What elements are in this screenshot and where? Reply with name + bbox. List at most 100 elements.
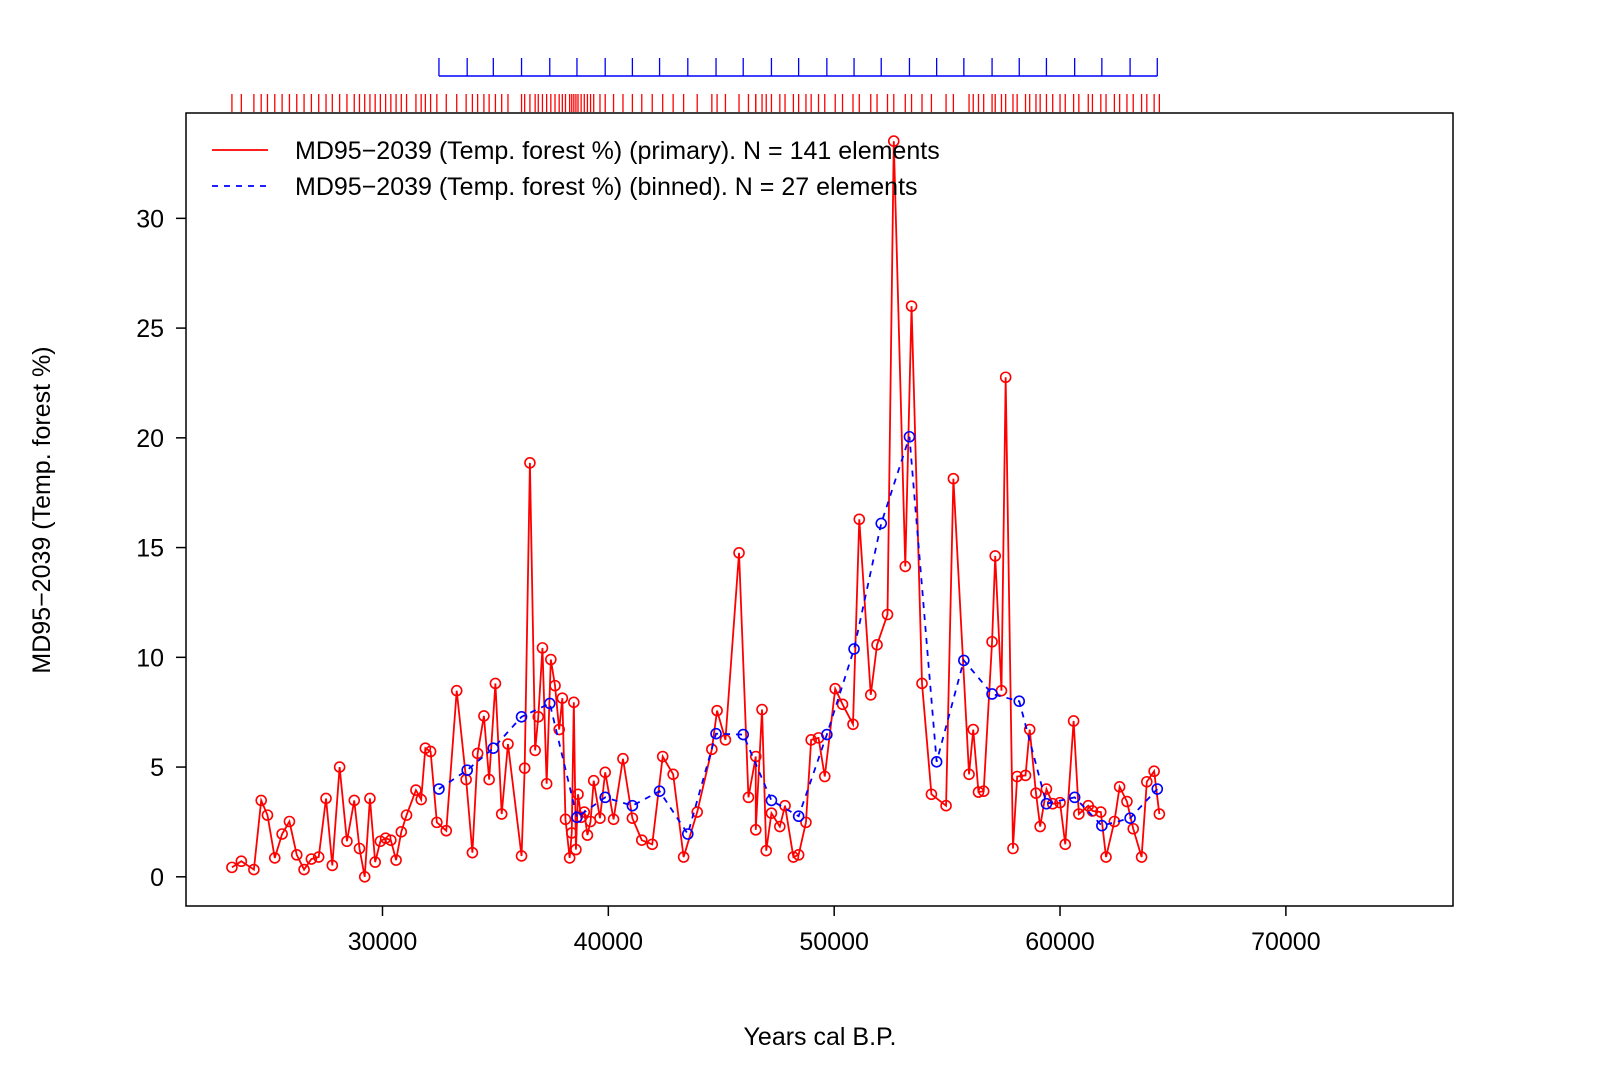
data-point [821,728,833,741]
data-point [737,728,750,741]
y-tick-label: 20 [136,425,164,453]
data-point [1030,787,1042,799]
data-point [875,517,888,530]
data-point [986,688,998,700]
data-point [487,742,500,754]
data-point [1054,796,1066,809]
data-point [390,854,402,866]
data-point [905,300,918,312]
data-point [400,809,413,821]
data-point [461,764,473,776]
data-point [1007,842,1019,855]
data-point [333,761,346,773]
data-point [818,770,831,783]
data-point [571,811,583,824]
data-point [656,750,669,763]
data-point [1135,851,1148,863]
data-point [999,371,1012,384]
data-point [749,750,762,763]
data-point [930,755,943,768]
data-point [495,808,508,820]
data-point [369,856,381,868]
data-point [341,835,353,848]
data-point [478,710,490,722]
data-point [248,863,260,876]
data-point [553,723,565,736]
data-point [312,851,325,863]
data-point [283,815,296,828]
data-point [829,682,842,695]
x-axis-label: Years cal B.P. [744,1023,897,1051]
y-tick-label: 10 [136,644,164,672]
data-point [559,813,572,826]
data-point [298,863,310,876]
data-point [261,809,274,821]
plot-frame [185,112,1454,907]
data-point [594,812,606,825]
data-point [710,727,722,740]
data-point [626,799,639,812]
data-point [940,799,952,812]
data-point [653,785,666,798]
data-point [305,853,318,865]
data-point [1100,851,1112,863]
data-point [986,635,998,648]
data-point [765,807,778,819]
x-tick-label: 60000 [1025,928,1095,956]
data-point [749,824,762,836]
data-point [440,824,453,837]
data-point [1096,819,1108,832]
data-point [848,643,860,655]
data-point [536,642,549,654]
data-point [358,871,371,883]
data-point [677,851,690,863]
data-point [515,850,528,862]
data-point [556,692,569,704]
data-point [1059,838,1072,851]
data-point [424,745,437,758]
x-tick-label: 40000 [574,928,644,956]
data-point [967,723,980,736]
data-point [543,697,556,710]
data-point [529,744,541,757]
data-point [431,816,443,829]
data-point [518,762,531,774]
data-point [379,832,392,844]
data-point [1148,765,1160,778]
data-point [1019,769,1032,782]
legend-label: MD95−2039 (Temp. forest %) (primary). N … [295,137,940,165]
data-point [765,794,778,807]
data-point [711,704,723,717]
data-point [963,768,975,781]
y-tick-label: 5 [150,754,164,782]
legend-label: MD95−2039 (Temp. forest %) (binned). N =… [295,173,918,201]
data-point [691,806,704,818]
data-point [466,846,479,859]
data-point [415,793,427,806]
data-point [545,653,557,666]
data-point [572,788,584,801]
data-point [760,844,773,857]
data-point [1023,723,1036,736]
data-point [226,861,238,874]
data-point [626,812,639,825]
data-point [290,849,303,861]
data-point [364,792,376,805]
data-point [450,684,463,697]
data-point [1113,781,1126,793]
data-point [742,791,755,804]
data-point [706,743,718,756]
data-point [433,783,445,795]
data-point [925,788,938,801]
data-point [792,849,805,861]
data-point [1040,797,1053,810]
data-point [276,828,288,840]
y-tick-label: 30 [136,205,164,233]
data-point [1011,770,1023,783]
data-point [887,135,900,147]
data-point [853,513,866,526]
data-point [667,768,679,781]
